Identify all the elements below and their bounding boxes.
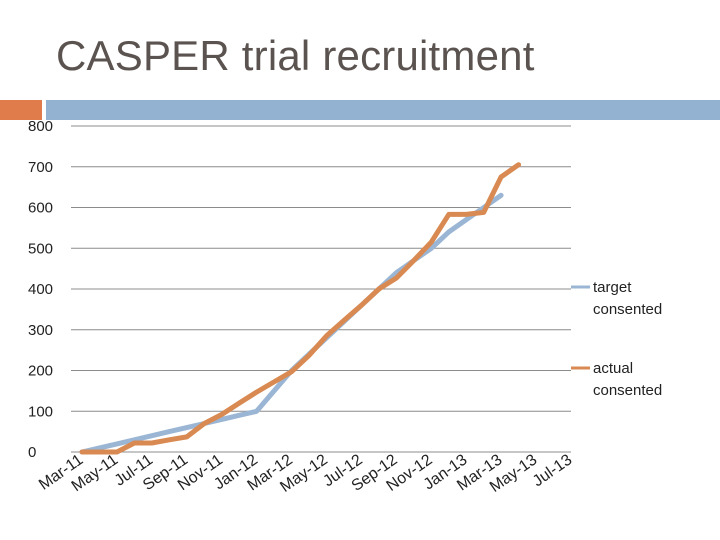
y-tick-label: 200 xyxy=(28,363,53,380)
y-axis-ticks: 0 100 200 300 400 500 600 700 800 xyxy=(28,118,53,461)
title-accent-bar-blue xyxy=(46,100,720,120)
y-tick-label: 800 xyxy=(28,118,53,135)
y-tick-label: 300 xyxy=(28,322,53,339)
y-tick-label: 600 xyxy=(28,200,53,217)
legend-label: target consented xyxy=(593,279,662,318)
title-accent-bar-orange xyxy=(0,100,42,120)
y-tick-label: 500 xyxy=(28,240,53,257)
y-tick-label: 400 xyxy=(28,281,53,298)
slide-title: CASPER trial recruitment xyxy=(56,32,535,79)
x-tick-label: Jul-13 xyxy=(530,451,576,490)
x-axis-ticks: Mar-11May-11Jul-11Sep-11Nov-11Jan-12Mar-… xyxy=(36,451,575,496)
y-tick-label: 700 xyxy=(28,159,53,176)
series-line-actual-consented xyxy=(79,162,522,455)
legend-label: actual consented xyxy=(593,360,662,399)
y-tick-label: 100 xyxy=(28,403,53,420)
y-tick-label: 0 xyxy=(28,444,36,461)
gridlines xyxy=(71,125,571,453)
legend: target consented actual consented xyxy=(571,279,662,399)
series-lines xyxy=(79,162,522,455)
